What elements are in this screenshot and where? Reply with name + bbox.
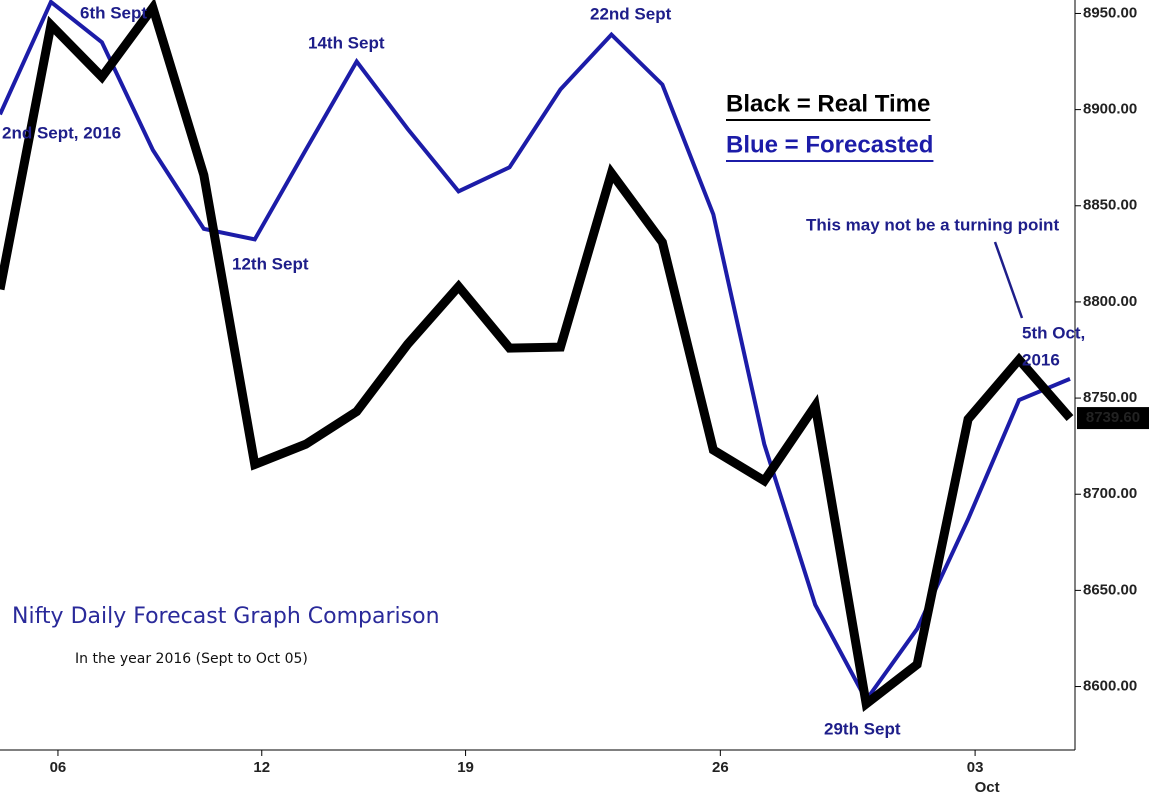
annotation: 12th Sept: [232, 254, 309, 273]
chart-title: Nifty Daily Forecast Graph Comparison: [12, 604, 440, 629]
legend-label: Black = Real Time: [726, 90, 930, 117]
series-line: [0, 0, 1071, 704]
annotation: 2nd Sept, 2016: [2, 123, 121, 142]
annotation: 22nd Sept: [590, 4, 672, 23]
y-tick-label: 8900.00: [1083, 101, 1137, 118]
annotation: 5th Oct,: [1022, 323, 1085, 342]
y-tick-label: 8700.00: [1083, 485, 1137, 502]
x-tick-label: 03: [967, 759, 984, 776]
x-tick-label: 26: [712, 759, 729, 776]
x-tick-label: 19: [457, 759, 474, 776]
x-tick-label: 06: [50, 759, 67, 776]
x-tick-label: 12: [253, 759, 270, 776]
annotation: This may not be a turning point: [806, 215, 1059, 234]
series-line: [0, 0, 1074, 712]
annotation: 29th Sept: [824, 719, 901, 738]
last-value-label: 8739.60: [1086, 409, 1140, 426]
y-tick-label: 8600.00: [1083, 678, 1137, 695]
y-tick-label: 8650.00: [1083, 581, 1137, 598]
y-tick-label: 8950.00: [1083, 4, 1137, 21]
y-tick-label: 8800.00: [1083, 293, 1137, 310]
annotation: 6th Sept: [80, 3, 147, 22]
y-tick-label: 8750.00: [1083, 389, 1137, 406]
chart-subtitle: In the year 2016 (Sept to Oct 05): [75, 651, 308, 667]
legend-label: Blue = Forecasted: [726, 131, 933, 158]
y-tick-label: 8850.00: [1083, 197, 1137, 214]
annotation: 14th Sept: [308, 33, 385, 52]
last-value-box: [1077, 407, 1149, 430]
annotation-arrow: [993, 241, 1024, 319]
annotation: 2016: [1022, 350, 1060, 369]
x-month-label: Oct: [975, 779, 1000, 796]
